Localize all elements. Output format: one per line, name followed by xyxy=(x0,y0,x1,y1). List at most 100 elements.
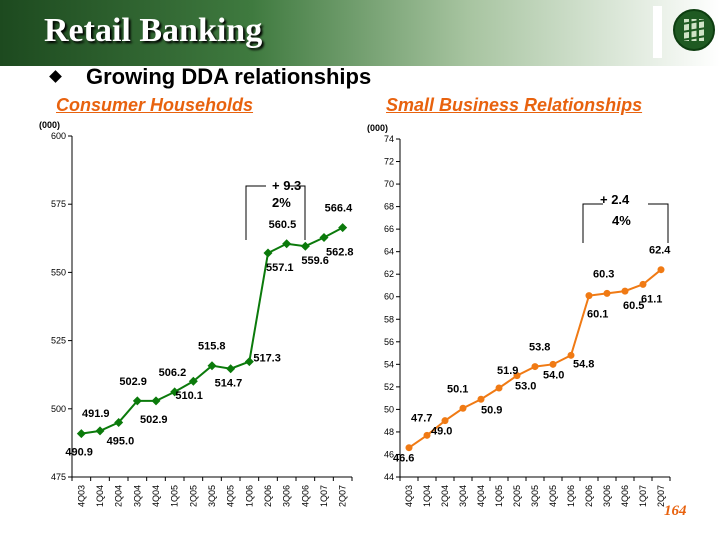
right-data-label: 51.9 xyxy=(497,365,518,377)
right-x-tick-label: 4Q06 xyxy=(620,485,630,507)
left-unit-label: (000) xyxy=(39,120,60,130)
right-data-label: 62.4 xyxy=(649,245,671,257)
left-data-point xyxy=(338,223,348,233)
left-x-tick-label: 4Q03 xyxy=(76,485,86,507)
left-x-tick-label: 2Q04 xyxy=(114,485,124,507)
right-x-tick-label: 2Q05 xyxy=(512,485,522,507)
right-x-tick-label: 4Q04 xyxy=(476,485,486,507)
left-data-label: 502.9 xyxy=(140,414,168,426)
left-data-point xyxy=(244,357,254,367)
left-x-tick-label: 1Q06 xyxy=(244,485,254,507)
right-annotation-bracket-right xyxy=(648,203,669,243)
left-data-point xyxy=(300,241,310,251)
right-y-tick-label: 52 xyxy=(384,382,394,392)
right-data-point xyxy=(585,292,593,300)
right-x-tick-label: 4Q03 xyxy=(404,485,414,507)
chart-title-consumer-households: Consumer Households xyxy=(56,95,254,115)
right-x-tick-label: 2Q06 xyxy=(584,485,594,507)
right-y-tick-label: 64 xyxy=(384,247,394,257)
right-x-tick-label: 1Q06 xyxy=(566,485,576,507)
right-data-label: 53.0 xyxy=(515,381,536,393)
right-data-point xyxy=(639,280,647,288)
right-data-label: 47.7 xyxy=(411,412,432,424)
left-y-tick-label: 500 xyxy=(51,404,66,414)
left-x-tick-label: 3Q05 xyxy=(207,485,217,507)
right-data-label: 54.8 xyxy=(573,358,594,370)
right-unit-label: (000) xyxy=(367,123,388,133)
section-heading: Growing DDA relationships xyxy=(86,64,372,89)
right-x-tick-label: 3Q06 xyxy=(602,485,612,507)
left-data-point xyxy=(319,232,329,242)
right-data-point xyxy=(423,431,431,439)
left-data-point xyxy=(226,364,236,374)
left-data-label: 515.8 xyxy=(198,341,226,353)
right-y-tick-label: 58 xyxy=(384,314,394,324)
left-annotation-bracket-left xyxy=(245,185,266,240)
right-data-point xyxy=(459,404,467,412)
header-banner: Retail Banking xyxy=(0,0,720,66)
right-annotation-value: + 2.4 xyxy=(600,192,630,207)
left-y-tick-label: 550 xyxy=(51,267,66,277)
right-x-tick-label: 1Q04 xyxy=(422,485,432,507)
right-data-point xyxy=(603,289,611,297)
right-x-tick-label: 3Q05 xyxy=(530,485,540,507)
left-data-label: 514.7 xyxy=(215,378,243,390)
right-data-point xyxy=(513,372,521,380)
right-y-tick-label: 54 xyxy=(384,359,394,369)
right-y-tick-label: 46 xyxy=(384,449,394,459)
bank-logo-icon xyxy=(673,9,715,51)
left-x-tick-label: 2Q05 xyxy=(188,485,198,507)
left-x-tick-label: 1Q04 xyxy=(95,485,105,507)
left-data-point xyxy=(263,248,273,258)
left-data-label: 517.3 xyxy=(253,353,281,365)
left-data-label: 490.9 xyxy=(65,447,93,459)
left-data-point xyxy=(95,426,105,436)
left-y-tick-label: 575 xyxy=(51,199,66,209)
right-y-tick-label: 74 xyxy=(384,134,394,144)
right-y-tick-label: 66 xyxy=(384,224,394,234)
left-x-tick-label: 1Q05 xyxy=(170,485,180,507)
left-data-point xyxy=(188,376,198,386)
right-data-point xyxy=(531,363,539,371)
left-data-label: 502.9 xyxy=(119,376,147,388)
left-y-tick-label: 525 xyxy=(51,336,66,346)
chart-title-small-business: Small Business Relationships xyxy=(386,95,643,115)
right-y-tick-label: 50 xyxy=(384,404,394,414)
left-x-tick-label: 3Q06 xyxy=(282,485,292,507)
left-data-label: 510.1 xyxy=(175,390,203,402)
right-data-point xyxy=(567,351,575,359)
right-data-point xyxy=(495,384,503,392)
right-x-tick-label: 2Q07 xyxy=(656,485,666,507)
left-annotation-value: + 9.3 xyxy=(272,178,301,193)
right-data-label: 46.6 xyxy=(393,453,414,465)
left-data-label: 562.8 xyxy=(326,246,354,258)
left-data-point xyxy=(76,429,86,439)
right-y-tick-label: 60 xyxy=(384,292,394,302)
left-data-label: 495.0 xyxy=(107,435,135,447)
right-y-tick-label: 56 xyxy=(384,337,394,347)
right-data-label: 50.9 xyxy=(481,404,502,416)
left-x-tick-label: 3Q04 xyxy=(132,485,142,507)
left-data-point xyxy=(207,361,217,371)
right-data-point xyxy=(549,360,557,368)
right-annotation-bracket-left xyxy=(582,203,603,243)
left-data-point xyxy=(282,239,292,249)
right-y-tick-label: 68 xyxy=(384,202,394,212)
right-data-point xyxy=(441,417,449,425)
right-y-tick-label: 72 xyxy=(384,157,394,167)
right-data-point xyxy=(621,287,629,295)
right-y-tick-label: 44 xyxy=(384,472,394,482)
right-y-tick-label: 62 xyxy=(384,269,394,279)
left-x-tick-label: 4Q04 xyxy=(151,485,161,507)
right-x-tick-label: 3Q04 xyxy=(458,485,468,507)
right-x-tick-label: 1Q05 xyxy=(494,485,504,507)
left-x-tick-label: 2Q06 xyxy=(263,485,273,507)
left-x-tick-label: 4Q06 xyxy=(300,485,310,507)
page-title: Retail Banking xyxy=(44,12,263,49)
left-data-label: 491.9 xyxy=(82,408,110,420)
left-data-point xyxy=(132,396,142,406)
right-x-tick-label: 4Q05 xyxy=(548,485,558,507)
right-data-label: 54.0 xyxy=(543,369,564,381)
left-x-tick-label: 4Q05 xyxy=(226,485,236,507)
